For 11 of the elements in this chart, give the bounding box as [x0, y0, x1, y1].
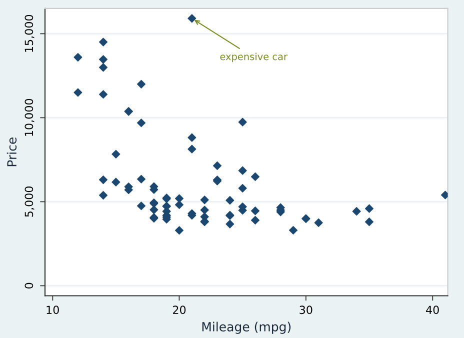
- annotation: expensive car: [220, 52, 288, 62]
- y-tick-label: 10,000: [24, 98, 34, 136]
- y-axis-title: Price: [6, 138, 17, 166]
- y-tick-label: 5,000: [24, 186, 34, 217]
- x-tick-label: 40: [426, 306, 439, 314]
- y-tick-label: 0: [24, 282, 34, 288]
- x-tick-label: 30: [300, 306, 312, 314]
- y-tick-label: 15,000: [24, 14, 34, 52]
- x-tick-label: 10: [46, 306, 59, 314]
- x-tick-label: 20: [173, 306, 186, 314]
- x-axis-title: Mileage (mpg): [202, 322, 291, 334]
